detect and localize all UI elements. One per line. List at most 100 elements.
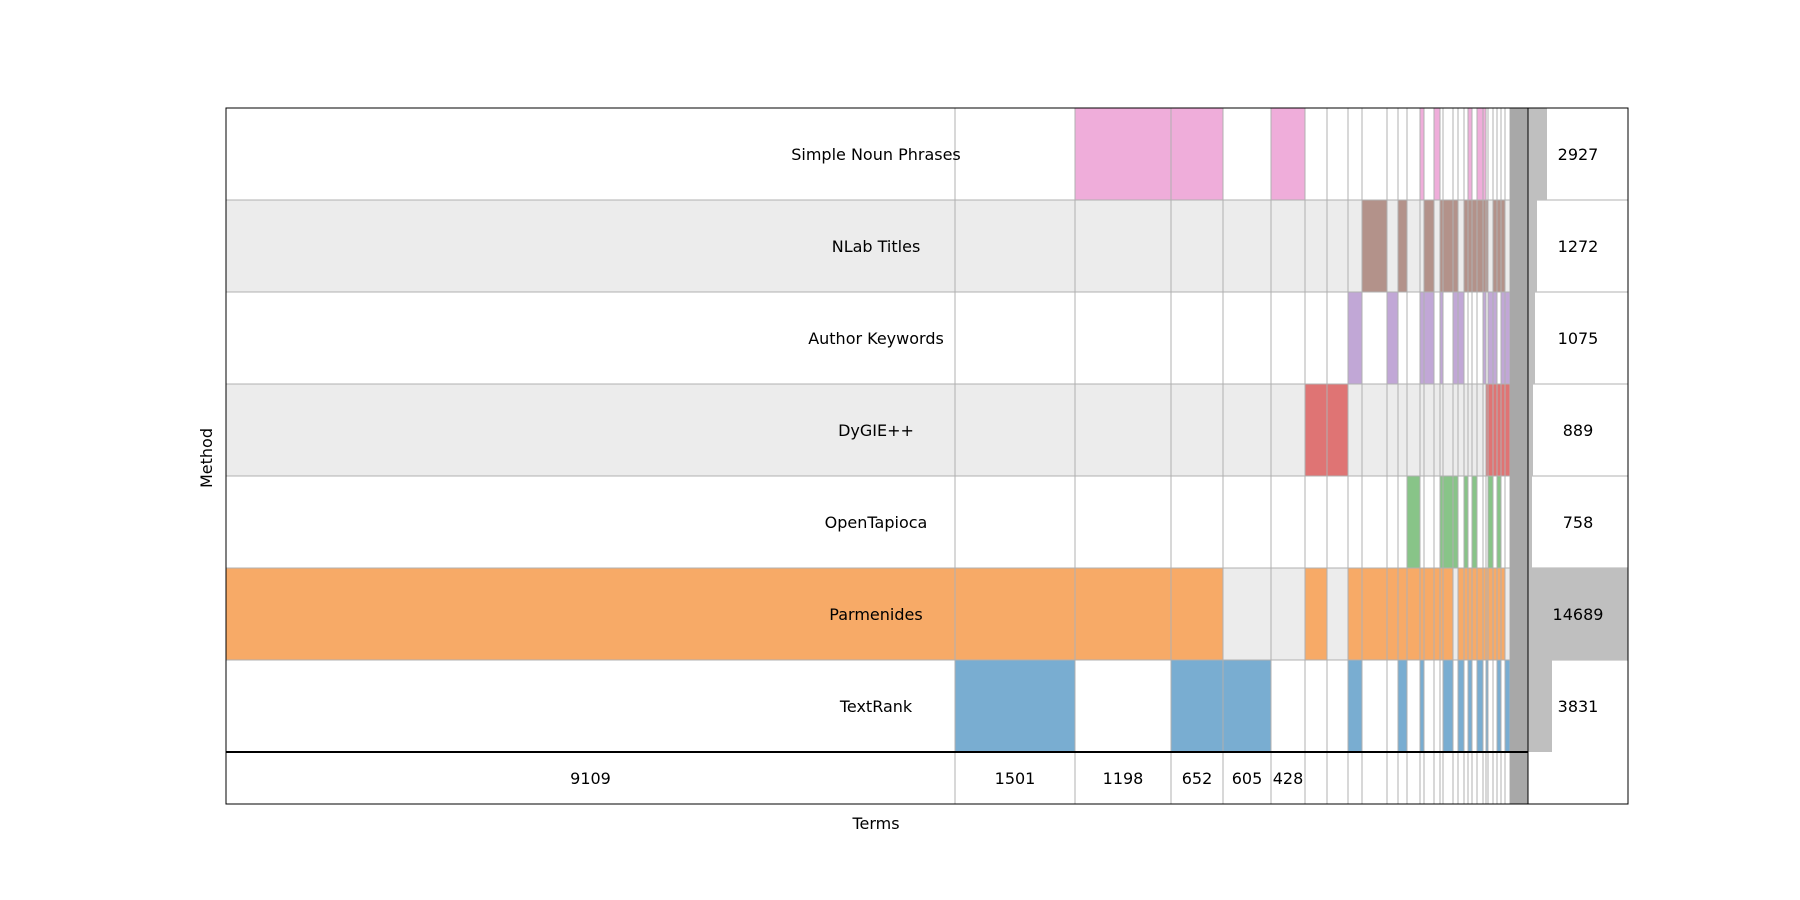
intersection-cell — [1501, 292, 1505, 384]
method-label: NLab Titles — [832, 237, 921, 256]
x-axis-label: Terms — [851, 814, 899, 833]
intersection-cell — [1464, 568, 1468, 660]
intersection-count: 428 — [1273, 769, 1304, 788]
intersection-cell — [1483, 292, 1486, 384]
intersection-cell — [1505, 660, 1510, 752]
intersection-count: 1501 — [995, 769, 1036, 788]
intersection-cell — [1075, 568, 1171, 660]
method-total-value: 1075 — [1558, 329, 1599, 348]
intersection-cell — [1501, 200, 1505, 292]
method-label: TextRank — [839, 697, 913, 716]
intersection-cell — [1488, 292, 1493, 384]
method-label: DyGIE++ — [838, 421, 914, 440]
column-gridlines — [226, 108, 1628, 804]
method-total-bar — [1528, 108, 1547, 200]
intersection-cell — [1443, 660, 1453, 752]
intersection-cell — [1398, 568, 1407, 660]
intersection-cell — [1407, 568, 1420, 660]
intersection-cell — [1171, 108, 1223, 200]
intersection-cell — [1362, 568, 1387, 660]
intersection-cells — [226, 108, 1510, 752]
intersection-cell — [955, 660, 1075, 752]
intersection-cell — [1420, 660, 1424, 752]
method-total-bar — [1528, 660, 1552, 752]
intersection-cell — [1497, 660, 1501, 752]
chart-frame — [225, 107, 1629, 805]
method-label: OpenTapioca — [825, 513, 928, 532]
intersection-cell — [1505, 292, 1510, 384]
intersection-cell — [1434, 568, 1440, 660]
intersection-cell — [1472, 476, 1477, 568]
intersection-count: 652 — [1182, 769, 1213, 788]
intersection-cell — [1464, 200, 1468, 292]
intersection-cell — [1440, 568, 1443, 660]
method-label: Parmenides — [829, 605, 922, 624]
intersection-cell — [955, 568, 1075, 660]
intersection-cell — [1472, 568, 1477, 660]
intersection-cell — [1271, 108, 1305, 200]
intersection-cell — [1488, 476, 1493, 568]
intersection-cell — [1458, 660, 1464, 752]
intersection-cell — [1477, 660, 1483, 752]
outer-border — [225, 107, 1629, 805]
intersection-cell — [1501, 384, 1505, 476]
intersection-cell — [1497, 568, 1501, 660]
y-axis-label: Method — [197, 428, 216, 488]
intersection-cell — [1424, 292, 1434, 384]
intersection-cell — [1420, 108, 1424, 200]
intersection-cell — [1305, 384, 1327, 476]
intersection-cell — [1387, 292, 1398, 384]
intersection-cell — [1440, 292, 1443, 384]
intersection-count: 605 — [1232, 769, 1263, 788]
intersection-cell — [1477, 568, 1483, 660]
intersection-cell — [1493, 292, 1497, 384]
intersection-cell — [1477, 200, 1483, 292]
tiny-intersections-band — [1510, 108, 1528, 804]
method-total-bar — [1528, 200, 1537, 292]
intersection-cell — [1488, 384, 1493, 476]
intersection-cell — [1453, 292, 1458, 384]
intersection-cell — [1486, 384, 1488, 476]
intersection-cell — [1171, 568, 1223, 660]
intersection-cell — [1483, 568, 1486, 660]
method-total-bar — [1528, 476, 1532, 568]
row-band — [226, 292, 1527, 384]
intersection-cell — [1420, 292, 1424, 384]
intersection-cell — [1483, 200, 1486, 292]
method-label: Simple Noun Phrases — [791, 145, 961, 164]
method-label: Author Keywords — [808, 329, 944, 348]
method-total-bar — [1528, 292, 1535, 384]
intersection-cell — [1443, 476, 1453, 568]
intersection-cell — [1434, 108, 1440, 200]
intersection-cell — [1440, 200, 1443, 292]
intersection-cell — [1387, 568, 1398, 660]
method-total-value: 1272 — [1558, 237, 1599, 256]
tiny-intersections-fill — [1510, 108, 1528, 804]
intersection-cell — [1464, 476, 1468, 568]
intersection-cell — [1348, 568, 1362, 660]
intersection-cell — [1497, 200, 1501, 292]
intersection-cell — [1443, 568, 1453, 660]
intersection-cell — [1362, 200, 1387, 292]
method-total-value: 889 — [1563, 421, 1594, 440]
method-total-bar — [1528, 568, 1628, 660]
intersection-cell — [226, 568, 955, 660]
method-total-value: 3831 — [1558, 697, 1599, 716]
intersection-cell — [1424, 568, 1434, 660]
intersection-cell — [1424, 200, 1434, 292]
intersection-cell — [1468, 568, 1472, 660]
intersection-cell — [1420, 568, 1424, 660]
intersection-cell — [1305, 568, 1327, 660]
intersection-cell — [1468, 660, 1472, 752]
intersection-count: 1198 — [1103, 769, 1144, 788]
intersection-cell — [1440, 476, 1443, 568]
intersection-cell — [1407, 476, 1420, 568]
method-total-value: 14689 — [1553, 605, 1604, 624]
intersection-counts: 9109 1501 1198 652 605 428 — [570, 769, 1303, 788]
intersection-cell — [1443, 200, 1453, 292]
row-band — [226, 108, 1527, 200]
intersection-cell — [1468, 108, 1472, 200]
method-total-bars: 2927 1272 1075 889 758 14689 3831 — [1528, 108, 1628, 752]
intersection-count: 9109 — [570, 769, 611, 788]
